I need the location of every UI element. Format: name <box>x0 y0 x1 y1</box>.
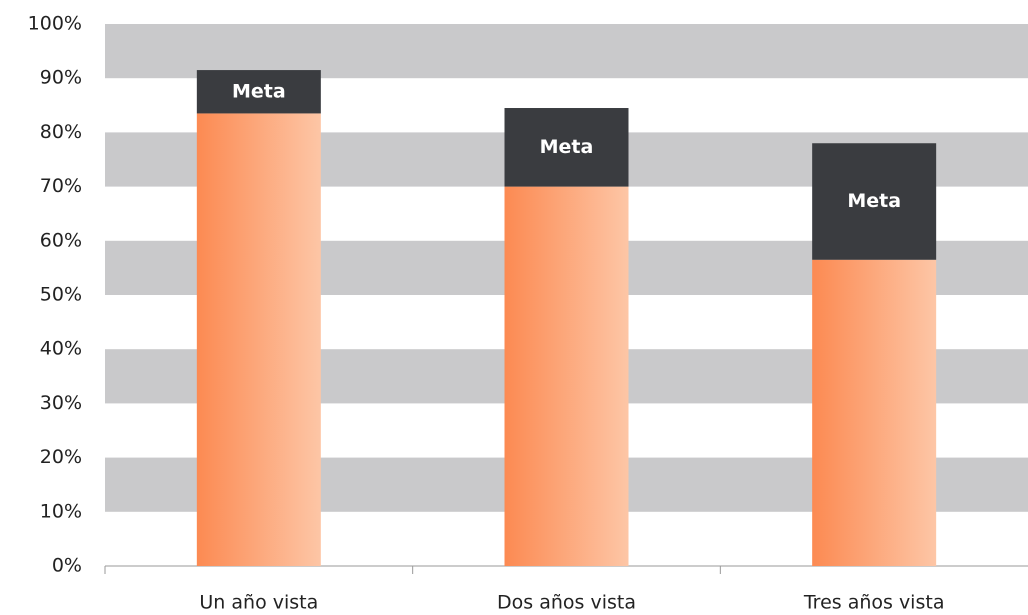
y-tick-label: 90% <box>40 67 82 89</box>
y-tick-label: 20% <box>40 446 82 468</box>
bar-segment <box>504 108 629 187</box>
bar-segment <box>196 113 321 567</box>
y-tick-label: 60% <box>40 229 82 251</box>
y-tick-label: 0% <box>52 555 82 577</box>
grid-band <box>105 24 1028 79</box>
segment-label: Meta <box>540 136 594 158</box>
y-tick-label: 50% <box>40 284 82 306</box>
y-tick-label: 30% <box>40 392 82 414</box>
bar-segment <box>196 70 321 114</box>
y-tick-label: 40% <box>40 338 82 360</box>
x-tick-label: Un año vista <box>199 592 318 614</box>
x-tick-label: Tres años vista <box>803 592 945 614</box>
bar-segment <box>812 143 937 260</box>
bar-segment <box>812 259 937 566</box>
segment-label: Meta <box>847 190 901 212</box>
segment-label: Meta <box>232 80 286 102</box>
bar-segment <box>504 186 629 566</box>
y-tick-label: 80% <box>40 121 82 143</box>
y-tick-label: 10% <box>40 500 82 522</box>
y-tick-label: 100% <box>28 13 82 35</box>
y-tick-label: 70% <box>40 175 82 197</box>
x-tick-label: Dos años vista <box>497 592 636 614</box>
